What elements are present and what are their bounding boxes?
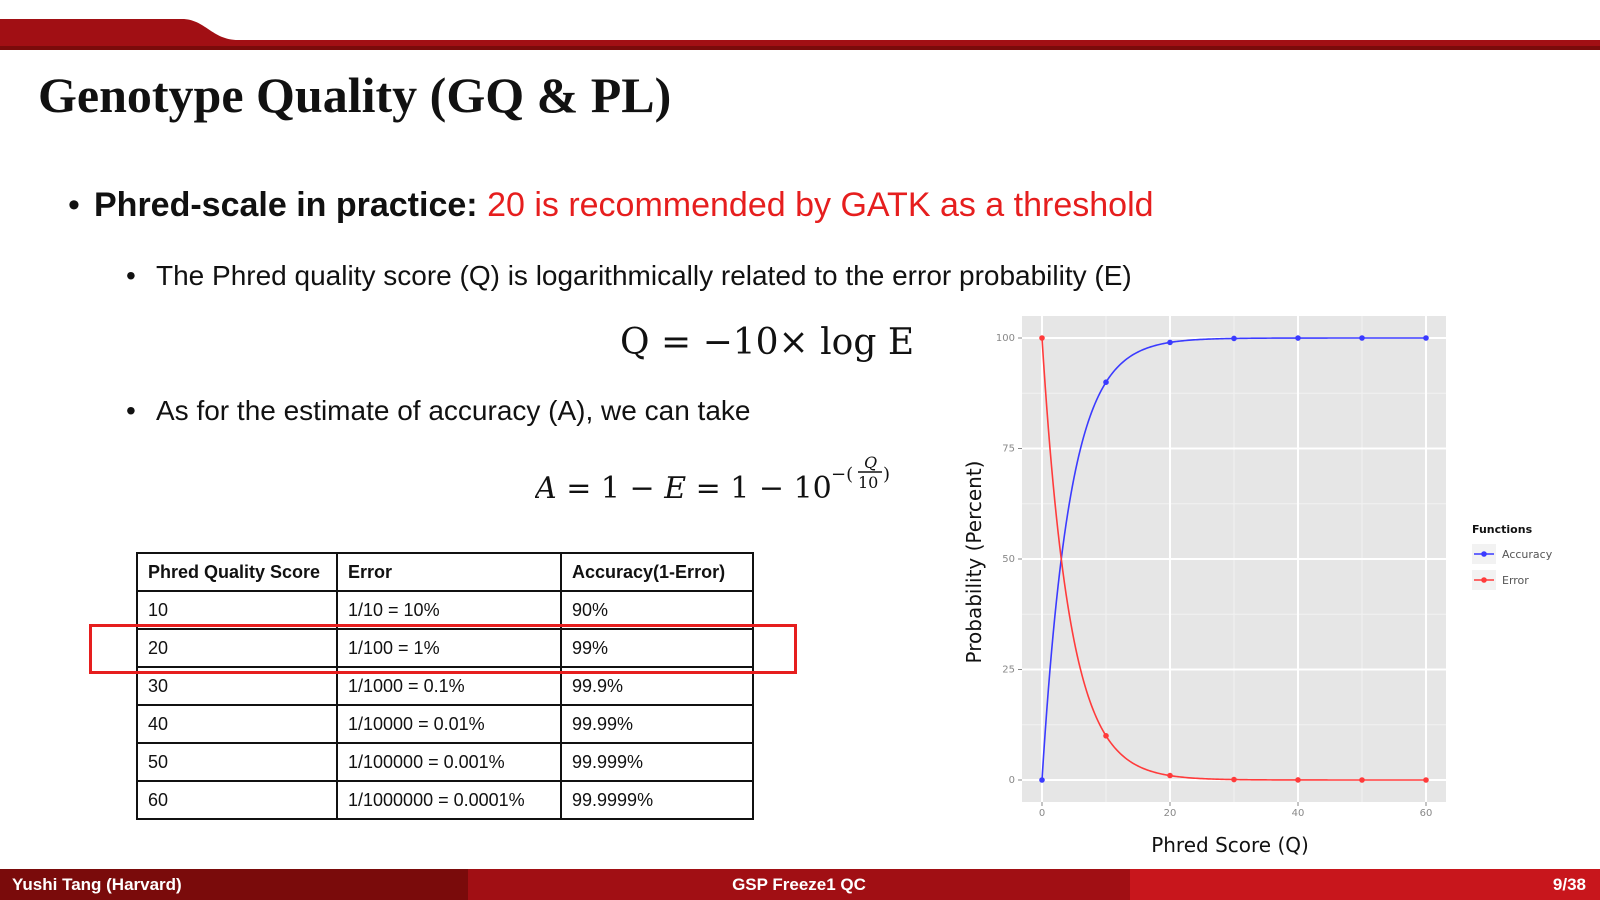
table-cell: 99.99% xyxy=(560,704,754,744)
chart-ylabel: Probability (Percent) xyxy=(962,461,986,664)
table-cell: 1/1000000 = 0.0001% xyxy=(336,780,562,820)
data-point-accuracy xyxy=(1167,339,1173,346)
legend-label-accuracy: Accuracy xyxy=(1502,548,1553,561)
bullet-dot: • xyxy=(126,395,136,426)
table-header: Error xyxy=(336,552,562,592)
bullet-phred-definition: • The Phred quality score (Q) is logarith… xyxy=(126,260,1132,292)
data-point-error xyxy=(1039,335,1045,341)
table-cell: 10 xyxy=(136,590,338,630)
table-row: 40 1/10000 = 0.01% 99.99% xyxy=(136,704,754,744)
table-cell: 50 xyxy=(136,742,338,782)
table-cell: 60 xyxy=(136,780,338,820)
svg-text:Q: Q xyxy=(864,453,877,472)
bullet-highlight: 20 is recommended by GATK as a threshold xyxy=(487,186,1154,224)
data-point-error xyxy=(1231,776,1237,783)
chart-series xyxy=(1039,335,1429,783)
data-point-accuracy xyxy=(1359,335,1365,341)
chart-grid xyxy=(1022,316,1446,802)
svg-text:A = 1 − E = 1 − 10: A = 1 − E = 1 − 10 xyxy=(535,471,832,506)
table-cell: 1/10 = 10% xyxy=(336,590,562,630)
y-tick-label: 25 xyxy=(1002,665,1015,676)
footer-author: Yushi Tang (Harvard) xyxy=(0,869,468,900)
data-point-accuracy xyxy=(1423,335,1429,341)
formula-phred: Q = −10× log E xyxy=(620,322,915,363)
table-cell: 90% xyxy=(560,590,754,630)
table-row: 50 1/100000 = 0.001% 99.999% xyxy=(136,742,754,782)
table-cell: 1/100 = 1% xyxy=(336,628,562,668)
data-point-error xyxy=(1103,733,1109,739)
table-cell: 30 xyxy=(136,666,338,706)
data-point-accuracy xyxy=(1039,777,1045,783)
table-header: Accuracy(1-Error) xyxy=(560,552,754,592)
y-tick-label: 75 xyxy=(1002,444,1015,455)
data-point-error xyxy=(1423,777,1429,783)
table-header: Phred Quality Score xyxy=(136,552,338,592)
bullet-text: As for the estimate of accuracy (A), we … xyxy=(156,395,751,426)
bullet-phred-scale: • Phred-scale in practice: 20 is recommen… xyxy=(68,186,1154,225)
y-tick-label: 0 xyxy=(1009,775,1015,786)
bullet-dot: • xyxy=(126,260,136,291)
x-tick-label: 40 xyxy=(1292,808,1305,819)
svg-text:10: 10 xyxy=(858,473,878,492)
data-point-error xyxy=(1295,777,1301,783)
table-cell: 99% xyxy=(560,628,754,668)
svg-text:): ) xyxy=(883,464,890,485)
chart-xlabel: Phred Score (Q) xyxy=(1151,833,1309,857)
formula-accuracy: A = 1 − E = 1 − 10 −( Q 10 ) xyxy=(535,453,890,506)
data-point-error xyxy=(1359,777,1365,783)
data-point-accuracy xyxy=(1103,379,1109,385)
phred-table: Phred Quality Score Error Accuracy(1-Err… xyxy=(136,552,754,820)
table-header-row: Phred Quality Score Error Accuracy(1-Err… xyxy=(136,552,754,592)
y-tick-label: 50 xyxy=(1002,554,1015,565)
bullet-dot: • xyxy=(68,186,80,224)
x-tick-label: 0 xyxy=(1039,808,1045,819)
table-cell: 1/10000 = 0.01% xyxy=(336,704,562,744)
svg-text:−(: −( xyxy=(831,464,853,485)
table-cell: 99.9999% xyxy=(560,780,754,820)
legend-marker-accuracy xyxy=(1481,551,1487,557)
table-cell: 1/1000 = 0.1% xyxy=(336,666,562,706)
header-banner xyxy=(0,19,1600,50)
table-cell: 99.999% xyxy=(560,742,754,782)
legend-title: Functions xyxy=(1472,523,1533,536)
slide-title: Genotype Quality (GQ & PL) xyxy=(38,67,672,123)
table-cell: 1/100000 = 0.001% xyxy=(336,742,562,782)
chart-legend: Functions Accuracy Error xyxy=(1472,523,1553,590)
data-point-accuracy xyxy=(1295,335,1301,341)
phred-chart: 0 20 40 60 0 25 50 75 100 Phred Score (Q) Probab… xyxy=(962,316,1553,857)
data-point-error xyxy=(1167,772,1173,779)
page-number: 9/38 xyxy=(1130,869,1600,900)
table-cell: 40 xyxy=(136,704,338,744)
table-row: 30 1/1000 = 0.1% 99.9% xyxy=(136,666,754,706)
bullet-accuracy: • As for the estimate of accuracy (A), we… xyxy=(126,395,750,427)
y-tick-label: 100 xyxy=(996,333,1015,344)
footer-title: GSP Freeze1 QC xyxy=(468,869,1130,900)
x-tick-label: 20 xyxy=(1164,808,1177,819)
table-row: 10 1/10 = 10% 90% xyxy=(136,590,754,630)
table-cell: 99.9% xyxy=(560,666,754,706)
chart-ticks: 0 20 40 60 0 25 50 75 100 xyxy=(996,333,1432,819)
table-row: 60 1/1000000 = 0.0001% 99.9999% xyxy=(136,780,754,820)
x-tick-label: 60 xyxy=(1420,808,1433,819)
table-row-highlighted: 20 1/100 = 1% 99% xyxy=(136,628,754,668)
table-cell: 20 xyxy=(136,628,338,668)
data-point-accuracy xyxy=(1231,335,1237,342)
footer-bar: Yushi Tang (Harvard) GSP Freeze1 QC 9/38 xyxy=(0,869,1600,900)
legend-marker-error xyxy=(1481,577,1487,583)
bullet-lead: Phred-scale in practice: xyxy=(94,186,478,224)
bullet-text: The Phred quality score (Q) is logarithm… xyxy=(156,260,1132,291)
legend-label-error: Error xyxy=(1502,574,1529,587)
